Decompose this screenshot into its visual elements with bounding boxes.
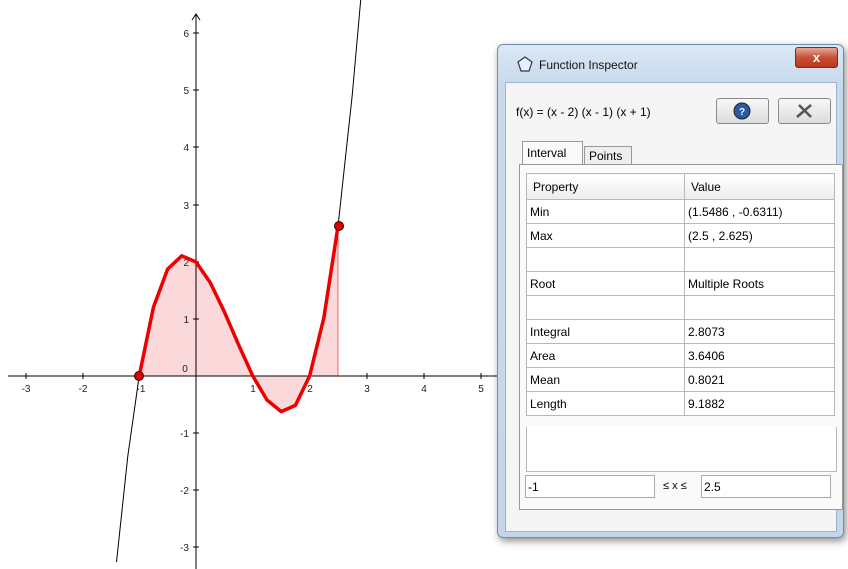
area-fill [139,226,338,412]
end-point [334,221,344,231]
y-tick-label: -1 [180,429,189,440]
cell: Length [526,391,685,416]
cell: 2.8073 [684,319,835,344]
x-tick-label: 1 [250,384,256,395]
settings-button[interactable] [778,98,831,124]
cell: Max [526,223,685,248]
cell: Multiple Roots [684,271,835,296]
header-cell: Value [684,173,835,200]
origin-label: 0 [182,364,188,375]
table-blank [526,427,837,472]
property-table: Property Value Min (1.5486 , -0.6311) Max(… [526,173,835,416]
lower-input[interactable]: -1 [525,475,655,498]
cell: 3.6406 [684,343,835,368]
cell: (1.5486 , -0.6311) [684,199,835,224]
function-label: f(x) = (x - 2) (x - 1) (x + 1) [516,105,651,119]
help-button[interactable]: ? [716,98,769,124]
content: f(x) = (x - 2) (x - 1) (x + 1) ? Interva… [505,82,843,532]
y-tick-label: -2 [180,486,189,497]
tab-points[interactable]: Points [584,146,632,165]
svg-text:?: ? [739,107,745,118]
function-curve [116,0,362,563]
relation-label: ≤ x ≤ [663,480,687,492]
close-button[interactable]: x [795,47,838,68]
tab-interval[interactable]: Interval [522,141,583,165]
cell: Area [526,343,685,368]
x-tick-label: 5 [478,384,484,395]
y-tick-label: 3 [183,201,189,212]
window-title: Function Inspector [539,58,638,72]
x-tick-label: 2 [307,384,313,395]
y-tick-label: -3 [180,543,189,554]
y-axis-arrow [191,13,201,21]
y-tick-label: 1 [183,315,189,326]
empty-row [526,295,835,320]
x-tick-label: 3 [364,384,370,395]
tab-panel: Property Value Min (1.5486 , -0.6311) Max(… [519,164,843,510]
cell: Root [526,271,685,296]
cell: Min [526,199,685,224]
header-cell: Property [526,173,685,200]
cell: (2.5 , 2.625) [684,223,835,248]
interval-curve [137,226,340,414]
y-tick-label: 4 [183,143,189,154]
x-tick-label: -1 [137,384,146,395]
cell: Mean [526,367,685,392]
y-tick-label: 5 [183,86,189,97]
x-tick-label: -2 [79,384,88,395]
cell: 9.1882 [684,391,835,416]
function-inspector-window: Function Inspector x f(x) = (x - 2) (x -… [497,44,844,538]
cell: 0.8021 [684,367,835,392]
x-tick-label: 4 [421,384,427,395]
upper-input[interactable]: 2.5 [701,475,831,498]
ticks [25,32,482,548]
x-tick-label: -3 [22,384,31,395]
y-tick-label: 6 [183,29,189,40]
empty-row [526,247,835,272]
y-tick-label: 2 [183,258,189,269]
start-point [134,371,144,381]
cell: Integral [526,319,685,344]
window-icon [517,56,533,72]
